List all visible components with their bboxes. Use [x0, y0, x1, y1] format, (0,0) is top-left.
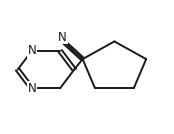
Text: N: N — [27, 44, 36, 57]
Text: N: N — [27, 82, 36, 95]
Text: N: N — [58, 31, 67, 44]
